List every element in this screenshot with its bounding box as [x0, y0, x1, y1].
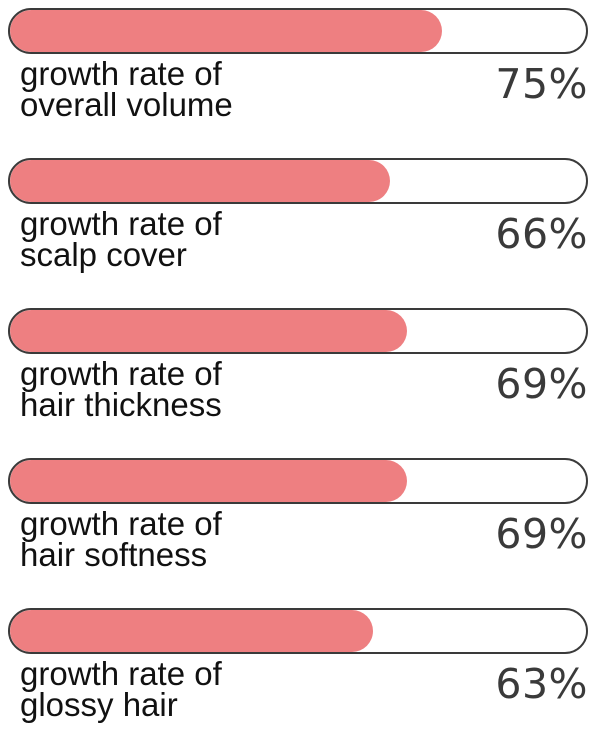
progress-bar-track	[8, 158, 588, 204]
progress-bar-track	[8, 458, 588, 504]
progress-bar-fill	[10, 610, 373, 652]
progress-item-hair-thickness: growth rate of hair thickness 69%	[0, 300, 596, 440]
progress-label-line2: glossy hair	[20, 686, 178, 723]
progress-label-line1: growth rate of	[20, 55, 222, 92]
progress-label: growth rate of hair thickness	[20, 355, 420, 423]
progress-percent: 63%	[495, 660, 588, 708]
progress-label: growth rate of scalp cover	[20, 205, 420, 273]
progress-label-line1: growth rate of	[20, 355, 222, 392]
progress-bar-fill	[10, 10, 442, 52]
progress-label-line2: hair thickness	[20, 386, 222, 423]
progress-label-line2: overall volume	[20, 86, 233, 123]
progress-item-glossy-hair: growth rate of glossy hair 63%	[0, 600, 596, 740]
progress-percent: 69%	[495, 510, 588, 558]
progress-label-line2: scalp cover	[20, 236, 187, 273]
progress-bar-track	[8, 608, 588, 654]
progress-label-line2: hair softness	[20, 536, 208, 573]
progress-percent: 66%	[495, 210, 588, 258]
progress-bar-fill	[10, 460, 408, 502]
progress-item-scalp-cover: growth rate of scalp cover 66%	[0, 150, 596, 290]
progress-percent: 69%	[495, 360, 588, 408]
progress-label-line1: growth rate of	[20, 655, 222, 692]
progress-bar-track	[8, 308, 588, 354]
progress-percent: 75%	[495, 60, 588, 108]
progress-bar-fill	[10, 160, 391, 202]
progress-bar-fill	[10, 310, 408, 352]
progress-bar-track	[8, 8, 588, 54]
progress-label-line1: growth rate of	[20, 505, 222, 542]
progress-label-line1: growth rate of	[20, 205, 222, 242]
progress-label: growth rate of glossy hair	[20, 655, 420, 723]
progress-label: growth rate of hair softness	[20, 505, 420, 573]
progress-label: growth rate of overall volume	[20, 55, 420, 123]
progress-item-overall-volume: growth rate of overall volume 75%	[0, 0, 596, 140]
progress-item-hair-softness: growth rate of hair softness 69%	[0, 450, 596, 590]
